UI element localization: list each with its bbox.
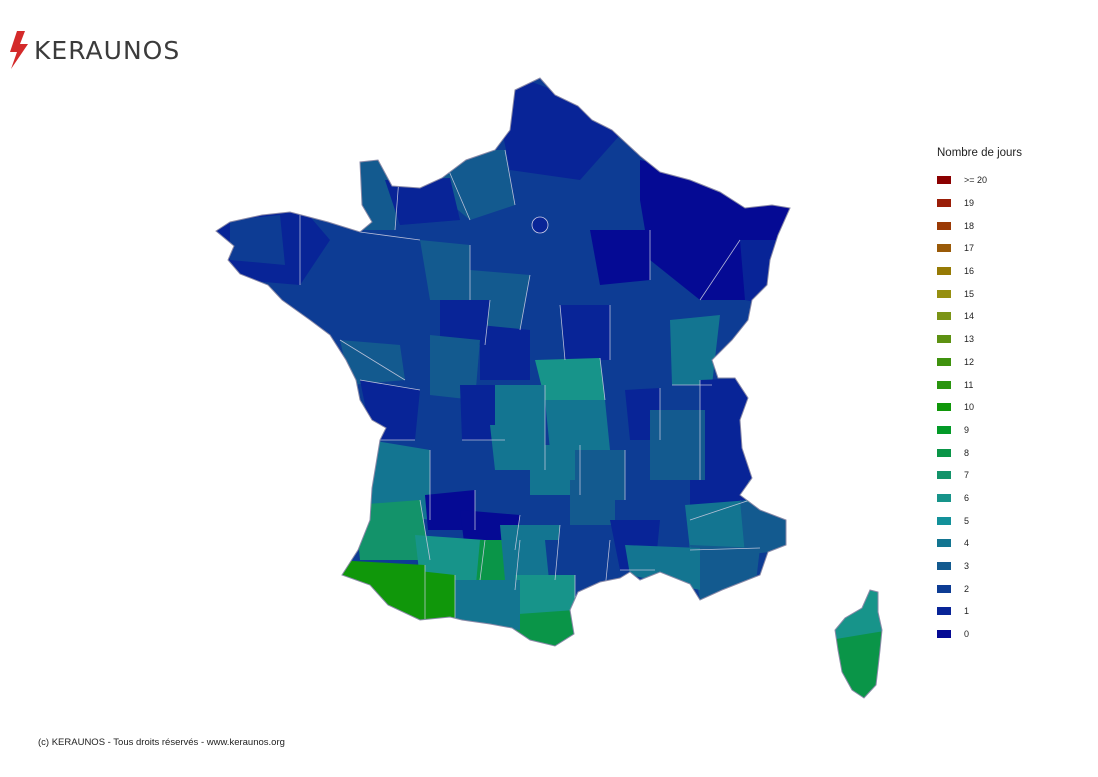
legend-label: 0 xyxy=(964,629,970,640)
legend-label: 8 xyxy=(964,447,970,458)
mainland-regions xyxy=(216,78,790,646)
legend-item: 18 xyxy=(937,214,1022,237)
legend-swatch xyxy=(937,267,951,276)
legend-swatch xyxy=(937,380,951,389)
legend-label: 10 xyxy=(964,402,975,413)
legend-swatch xyxy=(937,199,951,208)
legend-item: 0 xyxy=(937,623,1022,646)
legend-swatch xyxy=(937,357,951,366)
legend-swatch xyxy=(937,221,951,230)
legend-label: 16 xyxy=(964,266,975,277)
legend-item: 16 xyxy=(937,260,1022,283)
legend-label: 11 xyxy=(964,379,974,390)
legend-item: 3 xyxy=(937,555,1022,578)
brand-name: KERAUNOS xyxy=(34,35,181,65)
legend-swatch xyxy=(937,244,951,253)
legend-swatch xyxy=(937,335,951,344)
legend-label: 15 xyxy=(964,288,975,299)
legend-swatch xyxy=(937,289,951,298)
legend-title: Nombre de jours xyxy=(937,147,1023,159)
legend-item: 2 xyxy=(937,577,1022,600)
map-legend: Nombre de jours >= 20 19 18 17 16 15 14 13 12 11 1… xyxy=(937,147,1022,645)
legend-item: 12 xyxy=(937,351,1022,374)
legend-label: 3 xyxy=(964,561,970,572)
copyright-footer: (c) KERAUNOS - Tous droits réservés - ww… xyxy=(38,737,285,748)
legend-label: 19 xyxy=(964,198,975,209)
legend-item: 14 xyxy=(937,305,1022,328)
legend-swatch xyxy=(937,493,951,502)
legend-swatch xyxy=(937,630,951,639)
legend-swatch xyxy=(937,448,951,457)
legend-item: 15 xyxy=(937,282,1022,305)
legend-label: 6 xyxy=(964,492,970,503)
legend-item: 9 xyxy=(937,419,1022,442)
legend-item: 13 xyxy=(937,328,1022,351)
legend-swatch xyxy=(937,312,951,321)
legend-item: 11 xyxy=(937,373,1022,396)
legend-item: 10 xyxy=(937,396,1022,419)
legend-swatch xyxy=(937,516,951,525)
legend-item: 7 xyxy=(937,464,1022,487)
legend-label: 2 xyxy=(964,583,970,594)
legend-item: >= 20 xyxy=(937,169,1022,192)
legend-swatch xyxy=(937,425,951,434)
legend-label: 4 xyxy=(964,538,970,549)
legend-label: 5 xyxy=(964,515,970,526)
legend-swatch xyxy=(937,562,951,571)
legend-swatch xyxy=(937,176,951,185)
legend-item: 8 xyxy=(937,441,1022,464)
legend-label: 7 xyxy=(964,470,970,481)
legend-swatch xyxy=(937,607,951,616)
legend-label: 9 xyxy=(964,424,970,435)
legend-swatch xyxy=(937,584,951,593)
legend-item: 5 xyxy=(937,509,1022,532)
lightning-bolt-icon xyxy=(10,31,28,69)
legend-label: 12 xyxy=(964,356,975,367)
legend-item: 1 xyxy=(937,600,1022,623)
legend-label: 18 xyxy=(964,220,975,231)
legend-label: 17 xyxy=(964,243,975,254)
legend-swatch xyxy=(937,539,951,548)
legend-label: >= 20 xyxy=(964,175,988,186)
legend-label: 1 xyxy=(964,606,970,617)
legend-label: 13 xyxy=(964,334,975,345)
legend-item: 4 xyxy=(937,532,1022,555)
legend-label: 14 xyxy=(964,311,975,322)
keraunos-logo: KERAUNOS xyxy=(8,30,180,70)
legend-item: 17 xyxy=(937,237,1022,260)
legend-item: 6 xyxy=(937,487,1022,510)
legend-item: 19 xyxy=(937,192,1022,215)
legend-swatch xyxy=(937,471,951,480)
legend-swatch xyxy=(937,403,951,412)
